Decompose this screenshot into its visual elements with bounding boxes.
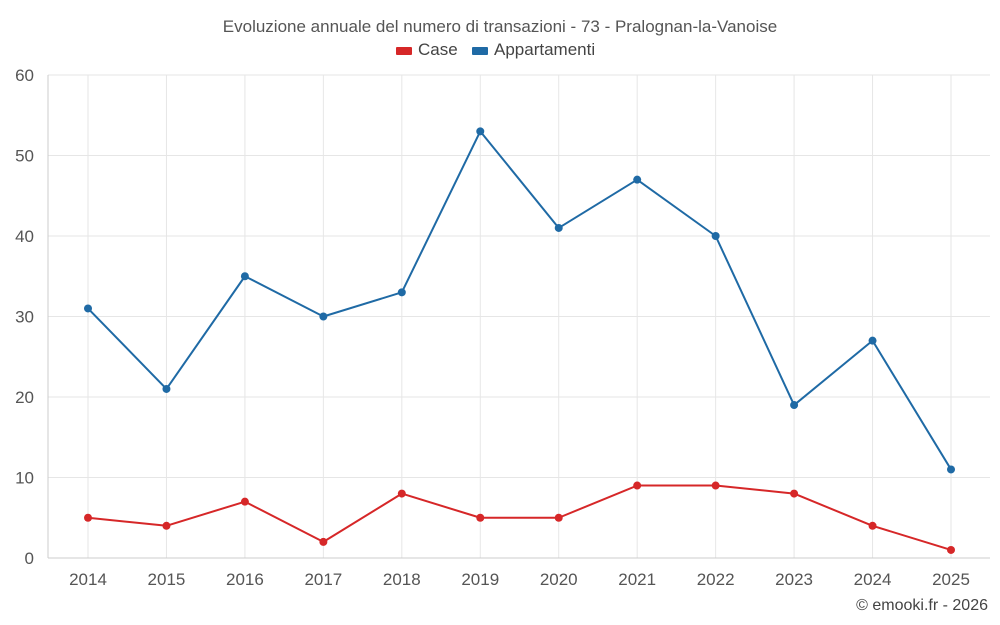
- data-point-appartamenti[interactable]: [240, 272, 249, 281]
- data-point-case[interactable]: [947, 545, 955, 554]
- data-point-appartamenti[interactable]: [162, 384, 171, 393]
- x-tick-label: 2014: [69, 570, 107, 589]
- data-point-case[interactable]: [162, 521, 171, 530]
- data-point-appartamenti[interactable]: [554, 223, 563, 232]
- x-tick-label: 2020: [540, 570, 578, 589]
- data-point-appartamenti[interactable]: [947, 465, 955, 474]
- data-point-appartamenti[interactable]: [868, 336, 877, 345]
- x-tick-label: 2021: [618, 570, 656, 589]
- x-tick-label: 2017: [304, 570, 342, 589]
- data-point-appartamenti[interactable]: [476, 127, 485, 136]
- data-point-case[interactable]: [790, 489, 799, 498]
- legend-item-case[interactable]: Case: [396, 40, 458, 59]
- y-tick-label: 0: [25, 549, 34, 568]
- data-point-case[interactable]: [476, 513, 485, 522]
- x-tick-label: 2025: [932, 570, 970, 589]
- legend-swatch: [472, 47, 488, 55]
- data-point-appartamenti[interactable]: [790, 401, 799, 410]
- y-tick-label: 60: [15, 66, 34, 85]
- x-tick-label: 2022: [697, 570, 735, 589]
- x-tick-label: 2016: [226, 570, 264, 589]
- data-point-appartamenti[interactable]: [711, 232, 720, 240]
- data-point-appartamenti[interactable]: [84, 304, 92, 313]
- credit-text: © emooki.fr - 2026: [856, 597, 988, 614]
- series-case: [84, 481, 955, 554]
- x-tick-label: 2018: [383, 570, 421, 589]
- y-tick-label: 30: [15, 308, 34, 327]
- data-point-appartamenti[interactable]: [633, 175, 642, 184]
- data-point-case[interactable]: [633, 481, 642, 490]
- x-tick-label: 2024: [854, 570, 892, 589]
- data-point-appartamenti[interactable]: [397, 288, 406, 297]
- y-tick-label: 10: [15, 469, 34, 488]
- legend-label: Appartamenti: [494, 40, 595, 59]
- x-tick-label: 2015: [148, 570, 186, 589]
- data-point-case[interactable]: [397, 489, 406, 498]
- x-axis: 2014 2015 2016 2017 2018 2019 2020 2021 2022 2023…: [48, 557, 990, 589]
- data-point-case[interactable]: [554, 513, 563, 522]
- data-point-case[interactable]: [84, 513, 92, 522]
- y-tick-label: 20: [15, 388, 34, 407]
- data-point-case[interactable]: [319, 537, 328, 546]
- x-tick-label: 2023: [775, 570, 813, 589]
- y-tick-label: 50: [15, 147, 34, 166]
- legend-label: Case: [418, 40, 458, 59]
- data-point-appartamenti[interactable]: [319, 312, 328, 321]
- series-line-case: [87, 484, 952, 551]
- y-axis: 0 10 20 30 40 50 60: [15, 66, 49, 568]
- legend[interactable]: Case Appartamenti: [396, 40, 595, 59]
- series-line-appartamenti: [87, 130, 952, 470]
- data-point-case[interactable]: [711, 481, 720, 490]
- y-tick-label: 40: [15, 227, 34, 246]
- data-point-case[interactable]: [868, 521, 877, 530]
- legend-item-appartamenti[interactable]: Appartamenti: [472, 40, 595, 59]
- series-layer: [84, 127, 955, 554]
- chart-title: Evoluzione annuale del numero di transaz…: [223, 17, 777, 36]
- legend-swatch: [396, 47, 412, 55]
- series-appartamenti: [84, 127, 955, 474]
- x-tick-label: 2019: [461, 570, 499, 589]
- data-point-case[interactable]: [240, 497, 249, 506]
- grid: [48, 74, 990, 558]
